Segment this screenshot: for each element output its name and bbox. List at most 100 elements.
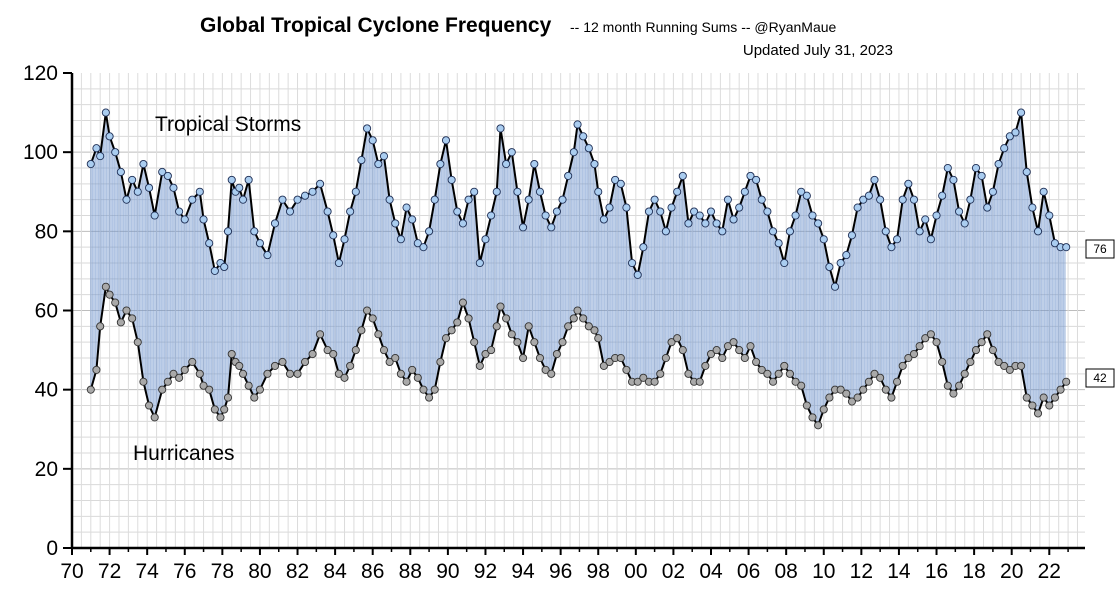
hurricanes-point (263, 369, 272, 378)
hurricanes-point (616, 353, 625, 363)
hurricanes-point (1045, 401, 1054, 410)
tropical-storms-point (210, 266, 219, 275)
tropical-storms-point (158, 167, 167, 177)
tropical-storms-point (780, 258, 789, 268)
tropical-storms-point (86, 159, 95, 169)
tropical-storms-point (541, 211, 550, 220)
hurricanes-point (870, 369, 879, 378)
x-tick-label: 02 (662, 560, 685, 583)
tropical-storms-point (357, 156, 366, 165)
tropical-storms-point (893, 235, 902, 244)
x-tick-label: 72 (98, 560, 121, 583)
tropical-storms-point (111, 148, 120, 157)
tropical-storms-point (836, 258, 845, 268)
hurricanes-point (430, 385, 439, 394)
tropical-storms-point (569, 148, 578, 157)
tropical-storms-point (470, 187, 479, 196)
tropical-storms-point (622, 203, 631, 212)
tropical-storms-point (199, 215, 208, 224)
tropical-storms-point (690, 207, 699, 216)
tropical-storms-point (396, 235, 405, 244)
tropical-storms-point (819, 235, 828, 244)
hurricanes-point (535, 353, 545, 363)
x-tick-label: 10 (812, 560, 835, 583)
hurricanes-point (904, 353, 913, 363)
x-tick-label: 76 (173, 560, 196, 583)
annotation-tropical-storms: Tropical Storms (155, 113, 301, 136)
tropical-storms-point (188, 195, 197, 204)
tropical-storms-point (656, 207, 665, 216)
tropical-storms-point (859, 195, 868, 204)
tropical-storms-point (1045, 211, 1054, 220)
tropical-storms-point (955, 207, 964, 216)
tropical-storms-point (887, 243, 896, 252)
tropical-storms-point (475, 258, 484, 268)
tropical-storms-point (876, 195, 885, 204)
x-tick-label: 86 (361, 560, 384, 583)
hurricanes-point (238, 369, 248, 378)
tropical-storms-point (932, 211, 941, 220)
tropical-storms-point (768, 227, 778, 236)
tropical-storms-point (101, 108, 110, 117)
hurricanes-point (943, 381, 952, 390)
hurricanes-point (605, 357, 614, 367)
tropical-storms-point (464, 195, 473, 204)
hurricanes-point (216, 413, 225, 422)
hurricanes-point (250, 393, 259, 402)
hurricanes-point (584, 322, 593, 331)
hurricanes-point (768, 377, 778, 386)
hurricanes-point (966, 357, 975, 367)
tropical-storms-point (96, 152, 105, 161)
hurricanes-point (639, 373, 648, 382)
tropical-storms-point (308, 187, 317, 196)
tropical-storms-point (723, 195, 732, 204)
tropical-storms-point (530, 159, 539, 169)
hurricanes-point (1005, 365, 1014, 374)
hurricanes-point (938, 357, 947, 367)
hurricanes-point (453, 318, 462, 327)
tropical-storms-point (825, 262, 834, 272)
tropical-storms-point (379, 152, 389, 161)
hurricanes-point (808, 413, 817, 422)
hurricanes-point (678, 346, 687, 355)
tropical-storms-point (481, 235, 490, 244)
tropical-storms-point (293, 195, 302, 204)
tropical-storms-point (757, 195, 766, 204)
tropical-storms-point (915, 227, 924, 236)
tropical-storms-point (870, 175, 879, 184)
hurricanes-point (898, 361, 907, 370)
y-tick-label: 0 (46, 537, 58, 560)
hurricanes-point (285, 369, 295, 378)
y-tick-label: 100 (23, 141, 58, 164)
hurricanes-point (441, 334, 451, 343)
tropical-storms-point (881, 227, 890, 236)
tropical-storms-point (169, 183, 178, 192)
axes (63, 72, 1085, 555)
tropical-storms-point (842, 251, 851, 260)
tropical-storms-point (678, 171, 687, 180)
tropical-storms-point (971, 163, 981, 173)
tropical-storms-point (402, 203, 411, 212)
chart-updated-date: Updated July 31, 2023 (743, 42, 893, 59)
hurricanes-point (774, 369, 783, 378)
x-tick-label: 00 (624, 560, 647, 583)
hurricanes-point (1022, 393, 1031, 402)
hurricanes-point (599, 361, 608, 370)
tropical-storms-point (507, 148, 516, 157)
hurricanes-point (270, 361, 280, 370)
hurricanes-point (408, 365, 417, 374)
tropical-storms-point (346, 207, 355, 216)
hurricanes-point (579, 314, 588, 323)
x-tick-label: 20 (1000, 560, 1023, 583)
y-tick-label: 40 (35, 379, 58, 402)
tropical-storms-point (316, 179, 325, 188)
tropical-storms-point (447, 175, 456, 184)
hurricanes-point (836, 385, 845, 394)
tropical-storms-point (590, 159, 599, 169)
tropical-storms-point (746, 171, 755, 180)
tropical-storms-point (513, 187, 522, 196)
hurricanes-point (926, 330, 935, 339)
y-tick-label: 20 (35, 458, 58, 481)
tropical-storms-point (966, 195, 975, 204)
tropical-storms-point (502, 159, 511, 169)
